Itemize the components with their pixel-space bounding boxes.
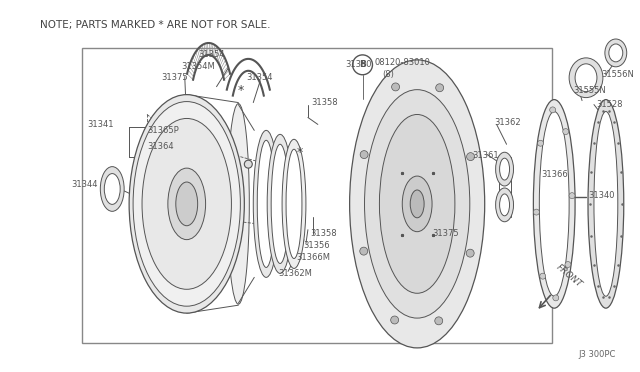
Ellipse shape [410,190,424,218]
Ellipse shape [588,100,624,308]
Circle shape [436,84,444,92]
Text: 31350: 31350 [346,60,372,69]
Text: 31356: 31356 [303,241,330,250]
Ellipse shape [267,134,293,273]
Circle shape [244,160,252,168]
Circle shape [390,316,399,324]
Ellipse shape [100,167,124,211]
Text: 31366: 31366 [541,170,568,179]
Ellipse shape [495,152,513,186]
Circle shape [533,209,540,215]
Ellipse shape [495,188,513,222]
Circle shape [147,131,153,137]
Text: B: B [359,60,366,69]
Text: 31361: 31361 [473,151,499,160]
Text: 31358: 31358 [310,229,337,238]
Ellipse shape [609,44,623,62]
Circle shape [563,129,569,135]
Ellipse shape [365,90,470,318]
Circle shape [466,249,474,257]
Ellipse shape [142,118,232,289]
Text: 31364: 31364 [147,142,173,151]
Text: 31375: 31375 [161,73,188,82]
Circle shape [134,226,140,232]
Circle shape [553,295,559,301]
Circle shape [360,151,368,158]
Text: 08120-83010: 08120-83010 [374,58,430,67]
Ellipse shape [500,158,509,180]
Ellipse shape [403,176,432,232]
Circle shape [220,270,226,276]
Text: 31354M: 31354M [182,62,216,71]
Text: 31340: 31340 [588,192,614,201]
Circle shape [467,153,474,161]
Text: 31344: 31344 [71,180,97,189]
Ellipse shape [227,103,250,304]
Circle shape [565,262,571,267]
Circle shape [353,55,372,75]
Ellipse shape [282,140,306,269]
Ellipse shape [540,112,569,296]
Ellipse shape [605,39,627,67]
Text: FRONT: FRONT [554,263,584,289]
Text: 31555N: 31555N [573,86,606,95]
Text: 31341: 31341 [88,120,114,129]
Circle shape [538,140,543,146]
Text: 31365P: 31365P [147,126,179,135]
Ellipse shape [569,58,603,97]
Text: 31354: 31354 [198,50,225,60]
Text: 31358: 31358 [311,98,337,107]
Text: 31375: 31375 [432,229,459,238]
Ellipse shape [575,64,597,92]
Circle shape [540,273,546,279]
Circle shape [170,296,177,302]
Circle shape [392,83,399,91]
Text: *: * [237,84,243,97]
Text: (8): (8) [382,70,394,79]
Circle shape [435,317,443,325]
Text: 31362: 31362 [495,118,521,127]
Circle shape [183,124,191,132]
Bar [83,48,552,343]
Text: 31556N: 31556N [601,70,634,79]
Text: NOTE; PARTS MARKED * ARE NOT FOR SALE.: NOTE; PARTS MARKED * ARE NOT FOR SALE. [40,20,270,30]
Ellipse shape [286,149,302,259]
Ellipse shape [533,100,575,308]
Ellipse shape [380,115,455,293]
Ellipse shape [168,168,205,240]
Ellipse shape [349,60,484,348]
Text: 31362M: 31362M [278,269,312,278]
Text: 31528: 31528 [596,100,623,109]
Circle shape [550,107,556,113]
Ellipse shape [594,112,618,296]
Ellipse shape [500,194,509,216]
Ellipse shape [129,94,244,313]
Circle shape [234,176,239,182]
Text: 31366M: 31366M [296,253,330,262]
Ellipse shape [133,102,241,306]
Circle shape [569,193,575,199]
Circle shape [197,106,203,112]
Text: *: * [297,146,303,159]
Ellipse shape [253,130,279,278]
Circle shape [360,247,368,255]
Text: 31354: 31354 [246,73,273,82]
Ellipse shape [271,144,289,263]
Ellipse shape [104,174,120,204]
Ellipse shape [257,140,275,267]
Ellipse shape [176,182,198,226]
Text: J3 300PC: J3 300PC [579,350,616,359]
